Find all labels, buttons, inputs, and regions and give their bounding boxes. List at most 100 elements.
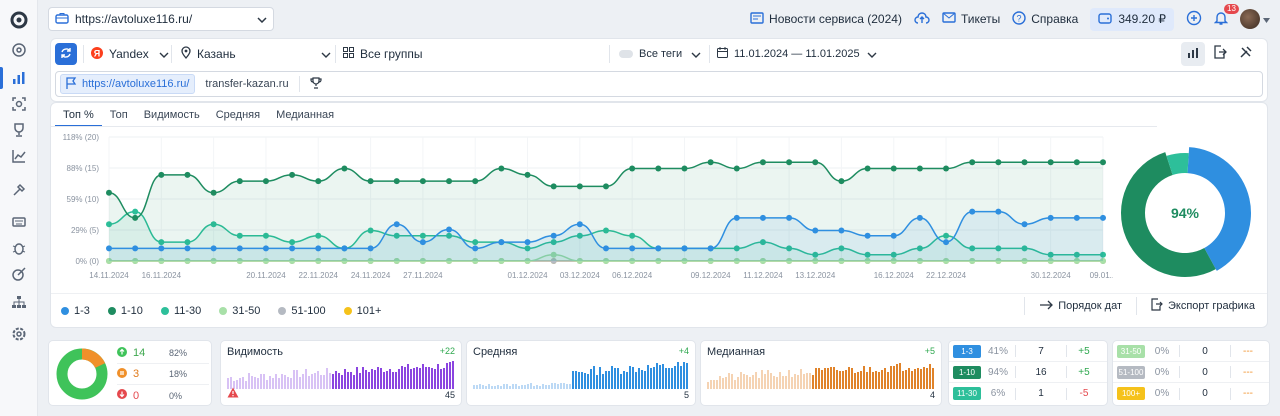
help-link[interactable]: ? Справка bbox=[1012, 10, 1078, 28]
data-point bbox=[210, 189, 217, 196]
position-row[interactable]: 31-50 0% 0 --- bbox=[1113, 341, 1269, 362]
grid-icon bbox=[343, 47, 354, 61]
data-point bbox=[367, 245, 374, 252]
visibility-kpi-card[interactable]: Видимость +22 45 bbox=[220, 340, 462, 406]
data-point bbox=[943, 165, 950, 172]
trophy-icon[interactable] bbox=[9, 120, 29, 140]
trophy-icon[interactable] bbox=[304, 76, 328, 92]
export-button[interactable] bbox=[1213, 45, 1227, 62]
kpi-bar bbox=[626, 372, 628, 389]
kpi-value: 4 bbox=[929, 390, 935, 400]
kpi-bar bbox=[746, 375, 748, 389]
legend-item-1-10[interactable]: 1-10 bbox=[107, 305, 143, 317]
kpi-bar bbox=[578, 372, 580, 389]
kpi-bar bbox=[305, 369, 307, 389]
position-row[interactable]: 1-10 94% 16 +5 bbox=[949, 362, 1107, 383]
tab-top[interactable]: Топ bbox=[109, 109, 128, 121]
kpi-bar bbox=[770, 373, 772, 389]
notifications-button[interactable]: 13 bbox=[1213, 3, 1239, 29]
user-menu[interactable] bbox=[1240, 9, 1270, 29]
kpi-delta: +22 bbox=[439, 346, 455, 356]
competitor-chip-main[interactable]: https://avtoluxe116.ru/ bbox=[60, 74, 196, 94]
data-point bbox=[681, 258, 688, 264]
kpi-bar bbox=[824, 368, 826, 389]
tools-icon[interactable] bbox=[9, 180, 29, 200]
divider bbox=[1024, 297, 1026, 315]
scan-icon[interactable] bbox=[9, 94, 29, 114]
tab-visibility[interactable]: Видимость bbox=[143, 109, 200, 121]
target-icon[interactable] bbox=[9, 264, 29, 284]
data-point bbox=[498, 239, 505, 246]
legend-item-31-50[interactable]: 31-50 bbox=[219, 305, 260, 317]
data-point bbox=[184, 171, 191, 178]
bug-icon[interactable] bbox=[9, 238, 29, 258]
median-kpi-card[interactable]: Медианная +5 4 bbox=[700, 340, 942, 406]
average-kpi-card[interactable]: Средняя +4 5 bbox=[466, 340, 696, 406]
chart-view-button[interactable] bbox=[1181, 42, 1205, 66]
position-row[interactable]: 11-30 6% 1 -5 bbox=[949, 383, 1107, 404]
competitor-item[interactable]: transfer-kazan.ru bbox=[205, 78, 289, 90]
sitemap-icon[interactable] bbox=[9, 292, 29, 312]
tab-top-percent[interactable]: Топ % bbox=[55, 105, 102, 127]
legend-item-1-3[interactable]: 1-3 bbox=[61, 305, 90, 317]
kpi-bar bbox=[377, 367, 379, 389]
legend-item-11-30[interactable]: 11-30 bbox=[160, 305, 201, 317]
settings-tools-button[interactable] bbox=[1239, 45, 1253, 62]
kpi-bar bbox=[392, 372, 394, 389]
kpi-bar bbox=[869, 367, 871, 389]
kpi-bar bbox=[731, 374, 733, 389]
add-icon[interactable] bbox=[1186, 10, 1202, 29]
kpi-bar bbox=[749, 377, 751, 389]
tags-toggle[interactable] bbox=[619, 50, 633, 58]
kpi-bar bbox=[602, 374, 604, 389]
keyboard-icon[interactable] bbox=[9, 212, 29, 232]
kpi-bar bbox=[308, 376, 310, 389]
groups-select[interactable]: Все группы bbox=[343, 42, 423, 66]
legend-item-51-100[interactable]: 51-100 bbox=[278, 305, 326, 317]
position-row[interactable]: 100+ 0% 0 --- bbox=[1113, 383, 1269, 404]
kpi-bar bbox=[806, 373, 808, 389]
region-select[interactable]: Казань bbox=[181, 42, 331, 66]
kpi-bar bbox=[323, 375, 325, 389]
trend-icon[interactable] bbox=[9, 146, 29, 166]
kpi-bar bbox=[530, 383, 532, 389]
tab-average[interactable]: Средняя bbox=[215, 109, 261, 121]
projects-icon[interactable] bbox=[9, 40, 29, 60]
settings-icon[interactable] bbox=[9, 324, 29, 344]
kpi-bar bbox=[659, 365, 661, 389]
series-area-1-10 bbox=[109, 162, 1103, 261]
tags-select[interactable]: Все теги bbox=[619, 42, 701, 66]
export-chart-button[interactable]: Экспорт графика bbox=[1151, 298, 1255, 314]
legend-label: 1-3 bbox=[74, 305, 90, 317]
legend-item-101-plus[interactable]: 101+ bbox=[343, 305, 381, 317]
position-row[interactable]: 1-3 41% 7 +5 bbox=[949, 341, 1107, 362]
position-row[interactable]: 51-100 0% 0 --- bbox=[1113, 362, 1269, 383]
data-point bbox=[341, 258, 348, 264]
tab-median[interactable]: Медианная bbox=[276, 109, 335, 121]
data-point bbox=[576, 232, 583, 239]
balance-button[interactable]: 349.20 ₽ bbox=[1090, 7, 1174, 31]
logo-icon[interactable] bbox=[9, 10, 29, 30]
cloud-upload-icon[interactable] bbox=[914, 11, 930, 27]
date-range-select[interactable]: 11.01.2024 — 11.01.2025 bbox=[717, 42, 877, 66]
kpi-bar bbox=[617, 368, 619, 389]
kpi-bar bbox=[422, 364, 424, 389]
data-point bbox=[890, 232, 897, 239]
tickets-link[interactable]: Тикеты bbox=[942, 12, 1000, 26]
data-point bbox=[786, 159, 793, 166]
kpi-bar bbox=[515, 384, 517, 389]
kpi-bar bbox=[314, 373, 316, 389]
export-icon bbox=[1213, 45, 1227, 62]
kpi-bar bbox=[791, 377, 793, 389]
engine-select[interactable]: Я Yandex bbox=[91, 42, 169, 66]
refresh-button[interactable] bbox=[55, 43, 77, 65]
competitor-bar: https://avtoluxe116.ru/ transfer-kazan.r… bbox=[55, 71, 1263, 97]
positions-chart-icon[interactable] bbox=[9, 68, 29, 88]
site-select[interactable]: https://avtoluxe116.ru/ bbox=[48, 7, 274, 31]
kpi-bar bbox=[320, 375, 322, 389]
news-link[interactable]: Новости сервиса (2024) bbox=[750, 11, 902, 27]
date-order-button[interactable]: Порядок дат bbox=[1039, 300, 1122, 313]
kpi-sparkbars bbox=[473, 361, 688, 389]
kpi-bar bbox=[287, 377, 289, 389]
data-point bbox=[446, 258, 453, 264]
